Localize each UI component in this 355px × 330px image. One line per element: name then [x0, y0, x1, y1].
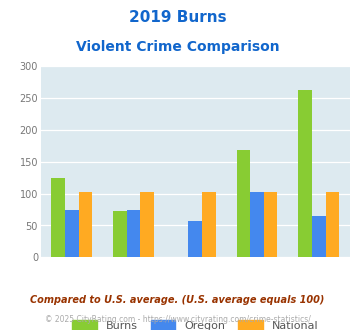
Bar [65, 210, 78, 257]
Text: Violent Crime Comparison: Violent Crime Comparison [76, 40, 279, 53]
Bar [237, 150, 250, 257]
Bar [78, 192, 92, 257]
Bar [189, 221, 202, 257]
Bar [140, 192, 154, 257]
Bar [113, 212, 127, 257]
Bar [51, 178, 65, 257]
Text: © 2025 CityRating.com - https://www.cityrating.com/crime-statistics/: © 2025 CityRating.com - https://www.city… [45, 315, 310, 324]
Legend: Burns, Oregon, National: Burns, Oregon, National [72, 320, 318, 330]
Bar [312, 216, 326, 257]
Bar [250, 192, 264, 257]
Bar [299, 90, 312, 257]
Bar [127, 210, 140, 257]
Text: Compared to U.S. average. (U.S. average equals 100): Compared to U.S. average. (U.S. average … [30, 295, 325, 305]
Bar [202, 192, 215, 257]
Text: 2019 Burns: 2019 Burns [129, 10, 226, 25]
Bar [264, 192, 277, 257]
Bar [326, 192, 339, 257]
